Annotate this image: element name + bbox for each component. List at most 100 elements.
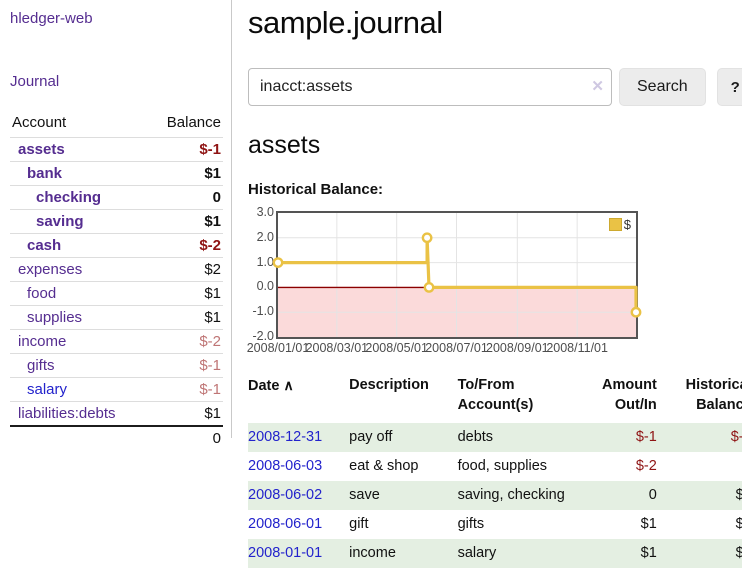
register-table: Date ∧ Description To/From Account(s) Amo… — [248, 374, 742, 569]
account-balance: $2 — [147, 257, 223, 282]
account-link-gifts[interactable]: gifts — [27, 357, 55, 374]
transaction-balance: 0 — [659, 452, 742, 481]
transaction-description: save — [349, 487, 380, 504]
accounts-table-header: Account Balance — [10, 111, 223, 138]
account-link-bank[interactable]: bank — [27, 165, 63, 182]
y-axis: 3.0 2.0 1.0 0.0 -1.0 -2.0 — [244, 205, 274, 343]
transaction-description: gift — [349, 516, 369, 533]
transaction-amount: $1 — [640, 545, 657, 562]
sidebar: hledger-web Journal Account Balance asse… — [0, 0, 232, 450]
y-axis-tick-label: 2.0 — [256, 229, 274, 244]
x-axis-tick-label: 2008/01/01 — [246, 341, 310, 355]
transaction-description: eat & shop — [349, 458, 419, 475]
account-column-header: Account — [12, 114, 67, 131]
sidebar-nav: Journal — [10, 73, 223, 90]
amount-column-header: Amount Out/In — [602, 377, 657, 413]
account-row: supplies $1 — [10, 305, 223, 330]
transaction-accounts: gifts — [457, 516, 485, 533]
account-row: gifts $-1 — [10, 353, 223, 378]
sort-ascending-icon: ∧ — [283, 377, 294, 393]
account-row: saving $1 — [10, 209, 223, 234]
account-balance: $1 — [147, 281, 223, 306]
account-link-income[interactable]: income — [18, 333, 67, 350]
search-input[interactable] — [248, 68, 612, 106]
transaction-accounts: saving, checking — [457, 487, 565, 504]
transaction-amount: $-1 — [635, 429, 657, 446]
account-row: income $-2 — [10, 329, 223, 354]
account-balance: $1 — [147, 305, 223, 330]
balance-line — [278, 236, 638, 313]
clear-search-icon[interactable]: ✕ — [591, 78, 604, 95]
transaction-amount: $1 — [640, 516, 657, 533]
y-axis-tick-label: 1.0 — [256, 254, 274, 269]
transaction-row: 2008-12-31 pay off debts $-1 $-1 — [248, 423, 742, 453]
account-row: checking 0 — [10, 185, 223, 210]
accounts-total-row: 0 — [10, 425, 223, 450]
transaction-amount: $-2 — [635, 458, 657, 475]
accounts-column-header: To/From Account(s) — [457, 377, 534, 413]
account-row: bank $1 — [10, 161, 223, 186]
account-balance: $1 — [147, 161, 223, 186]
account-balance: $-1 — [147, 137, 223, 162]
account-link-checking[interactable]: checking — [36, 189, 102, 206]
transaction-row: 2008-06-02 save saving, checking 0 $2 — [248, 481, 742, 511]
transaction-balance: $2 — [735, 487, 742, 504]
account-link-supplies[interactable]: supplies — [27, 309, 83, 326]
search-button[interactable]: Search — [619, 68, 706, 106]
search-form: ✕ Search ? — [248, 68, 742, 106]
date-header-label: Date — [248, 378, 280, 394]
y-axis-tick-label: -1.0 — [252, 304, 274, 319]
y-axis-tick-label: -2.0 — [252, 329, 274, 343]
transaction-date-link[interactable]: 2008-12-31 — [248, 429, 323, 446]
accounts-total-balance: 0 — [147, 425, 223, 450]
legend-color-swatch — [608, 218, 622, 231]
x-axis-tick-label: 2008/11/01 — [546, 341, 608, 355]
account-link-salary[interactable]: salary — [27, 381, 68, 398]
account-row: liabilities:debts $1 — [10, 401, 223, 426]
transaction-balance: $1 — [735, 545, 742, 562]
transaction-amount: 0 — [648, 487, 657, 504]
transaction-row: 2008-01-01 income salary $1 $1 — [248, 539, 742, 569]
data-point-marker — [423, 282, 435, 293]
account-link-food[interactable]: food — [27, 285, 57, 302]
transaction-balance: $2 — [735, 516, 742, 533]
register-header-row: Date ∧ Description To/From Account(s) Amo… — [248, 374, 742, 423]
balance-column-header: Historical Balance — [685, 377, 742, 413]
account-row: salary $-1 — [10, 377, 223, 402]
account-row: food $1 — [10, 281, 223, 306]
transaction-row: 2008-06-01 gift gifts $1 $2 — [248, 510, 742, 539]
account-link-expenses[interactable]: expenses — [18, 261, 83, 278]
data-point-marker — [421, 232, 433, 244]
page-title: sample.journal — [248, 5, 443, 40]
app-brand: hledger-web — [10, 10, 223, 27]
account-link-saving[interactable]: saving — [36, 213, 84, 230]
account-balance: $1 — [147, 209, 223, 234]
help-button[interactable]: ? — [716, 68, 742, 106]
x-axis-tick-label: 2008/03/01 — [305, 341, 369, 355]
chart-title: Historical Balance: — [248, 181, 384, 198]
account-balance: $1 — [147, 401, 223, 426]
transaction-description: income — [349, 545, 396, 562]
balance-column-header: Balance — [166, 114, 221, 131]
y-axis-tick-label: 3.0 — [256, 205, 274, 219]
account-link-cash[interactable]: cash — [27, 237, 62, 254]
account-balance: $-2 — [147, 329, 223, 354]
transaction-date-link[interactable]: 2008-06-01 — [248, 516, 323, 533]
x-axis-tick-label: 2008/05/01 — [365, 341, 428, 355]
sidebar-item-journal[interactable]: Journal — [10, 73, 60, 90]
legend-label: $ — [623, 217, 631, 232]
date-column-header[interactable]: Date ∧ — [248, 374, 349, 423]
x-axis-tick-label: 2008/07/01 — [425, 341, 488, 355]
data-point-marker — [630, 306, 642, 318]
transaction-date-link[interactable]: 2008-01-01 — [248, 545, 323, 562]
description-column-header: Description — [349, 377, 429, 393]
brand-link[interactable]: hledger-web — [10, 10, 93, 27]
account-balance: $-1 — [147, 377, 223, 402]
data-point-marker — [272, 257, 284, 268]
account-link-liabilities-debts[interactable]: liabilities:debts — [18, 405, 116, 422]
transaction-date-link[interactable]: 2008-06-02 — [248, 487, 323, 504]
transaction-date-link[interactable]: 2008-06-03 — [248, 458, 323, 475]
account-link-assets[interactable]: assets — [18, 141, 65, 158]
account-row: cash $-2 — [10, 233, 223, 258]
account-row: assets $-1 — [10, 137, 223, 162]
